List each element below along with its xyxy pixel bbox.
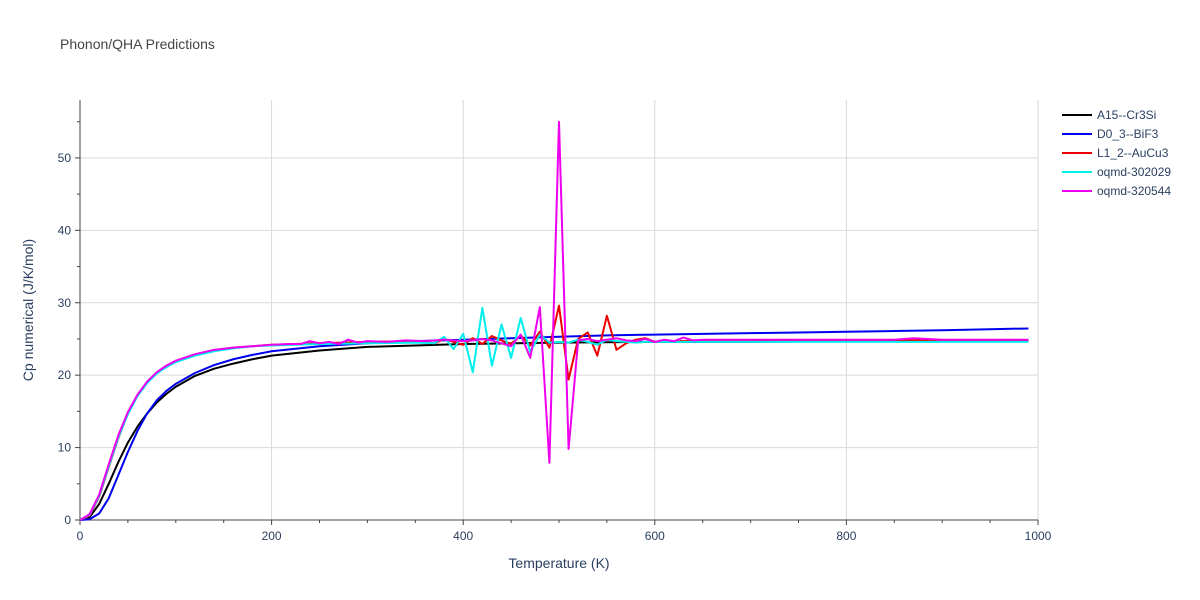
legend-label: oqmd-302029 [1097, 165, 1171, 179]
x-tick-label: 1000 [1025, 529, 1052, 543]
series-line-D0_3--BiF3 [79, 327, 1029, 521]
x-tick-label: 400 [453, 529, 473, 543]
legend-label: oqmd-320544 [1097, 184, 1171, 198]
legend-label: D0_3--BiF3 [1097, 127, 1159, 141]
x-tick-label: 600 [645, 529, 665, 543]
y-tick-label: 30 [58, 296, 72, 310]
x-tick-label: 200 [262, 529, 282, 543]
series-line-oqmd-320544 [79, 120, 1029, 521]
x-axis-title: Temperature (K) [508, 555, 609, 571]
series-line-A15--Cr3Si [79, 340, 1029, 521]
y-tick-label: 50 [58, 151, 72, 165]
plot-area [79, 120, 1029, 521]
axes [75, 100, 1039, 525]
y-tick-label: 20 [58, 368, 72, 382]
legend-label: L1_2--AuCu3 [1097, 146, 1169, 160]
tick-labels: 0 200 400 600 800 1000 0 10 20 30 40 50 [58, 151, 1052, 543]
y-tick-label: 10 [58, 441, 72, 455]
y-tick-label: 0 [64, 513, 71, 527]
y-axis-title: Cp numerical (J/K/mol) [20, 239, 36, 381]
legend-label: A15--Cr3Si [1097, 108, 1156, 122]
legend: A15--Cr3Si D0_3--BiF3 L1_2--AuCu3 oqmd-3020… [1062, 108, 1171, 198]
grid-lines [80, 100, 1039, 520]
x-tick-label: 0 [77, 529, 84, 543]
y-tick-label: 40 [58, 223, 72, 237]
x-tick-label: 800 [836, 529, 856, 543]
chart-title: Phonon/QHA Predictions [60, 36, 215, 52]
